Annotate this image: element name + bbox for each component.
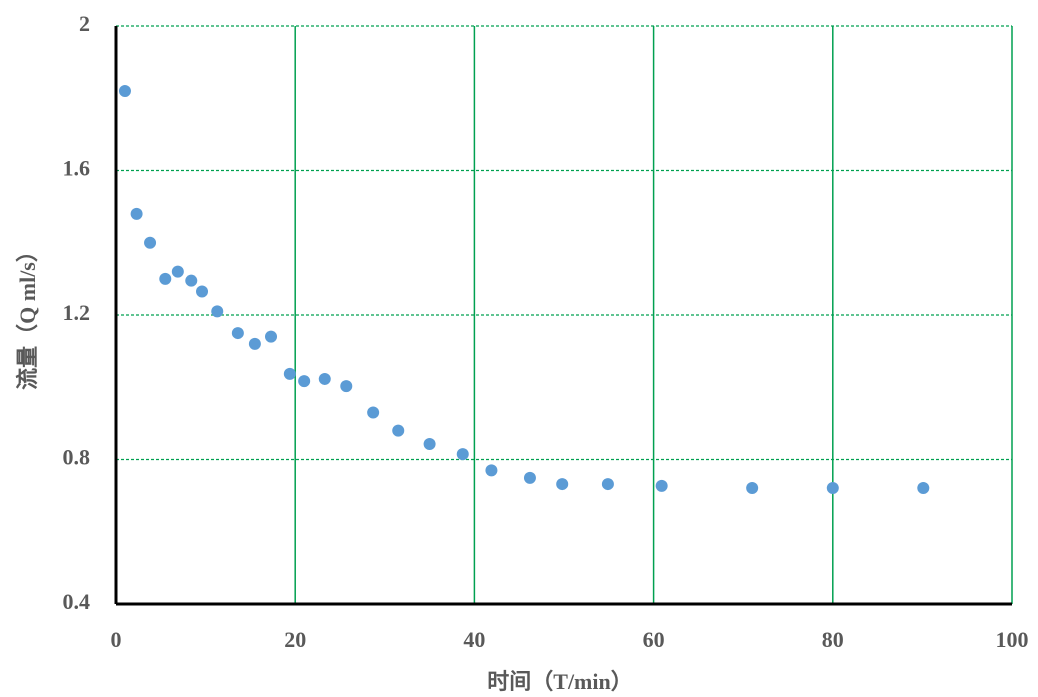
point [392, 424, 405, 437]
x-tick-label: 100 [996, 627, 1029, 652]
y-tick-label: 1.6 [63, 156, 91, 181]
y-tick-label: 1.2 [63, 300, 91, 325]
point [231, 327, 244, 340]
point [265, 330, 278, 343]
point [523, 471, 536, 484]
point [917, 482, 930, 495]
x-tick-label: 20 [284, 627, 306, 652]
point [283, 367, 296, 380]
point [171, 265, 184, 278]
point [423, 437, 436, 450]
point [118, 85, 131, 98]
point [485, 464, 498, 477]
point [340, 380, 353, 393]
point [159, 272, 172, 285]
point [211, 305, 224, 318]
point [556, 478, 569, 491]
y-tick-label: 0.4 [63, 589, 91, 614]
point [746, 482, 759, 495]
point [826, 482, 839, 495]
point [248, 337, 261, 350]
x-tick-label: 60 [643, 627, 665, 652]
point [367, 406, 380, 419]
x-tick-label: 80 [822, 627, 844, 652]
x-axis-label: 时间（T/min） [487, 669, 632, 694]
point [196, 285, 209, 298]
point [185, 274, 198, 287]
x-tick-label: 40 [463, 627, 485, 652]
point [456, 448, 469, 461]
y-axis-label: 流量（Q ml/s） [15, 240, 40, 390]
y-tick-label: 2 [79, 11, 90, 36]
y-tick-label: 0.8 [63, 445, 91, 470]
x-tick-label: 0 [111, 627, 122, 652]
point [144, 236, 157, 249]
point [298, 375, 311, 388]
point [318, 372, 331, 385]
point [655, 479, 668, 492]
point [130, 207, 143, 220]
point [601, 478, 614, 491]
